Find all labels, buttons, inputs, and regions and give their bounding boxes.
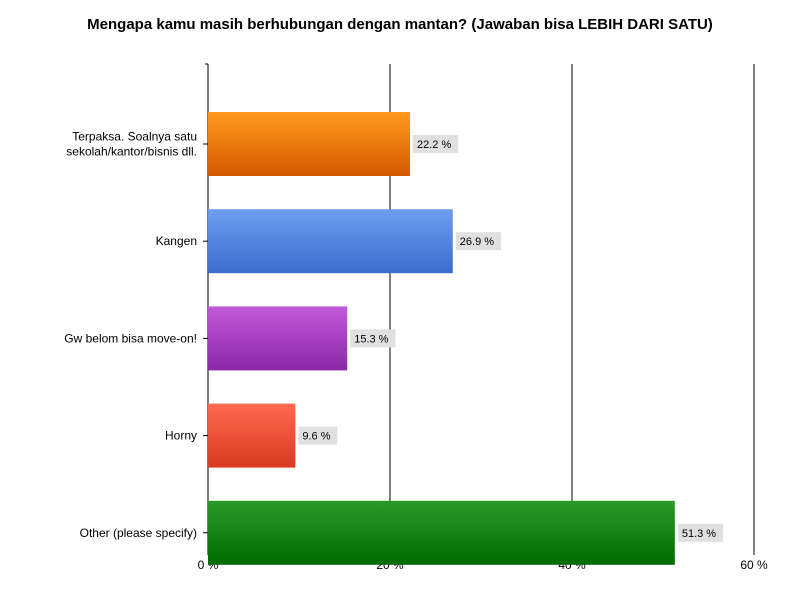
data-label: 22.2 %	[417, 139, 451, 151]
data-label: 9.6 %	[302, 431, 330, 443]
y-tick-label: Other (please specify)	[80, 526, 197, 540]
data-label: 51.3 %	[682, 528, 716, 540]
y-tick-label: Terpaksa. Soalnya satu sekolah/kantor/bis…	[66, 130, 197, 159]
chart-title: Mengapa kamu masih berhubungan dengan ma…	[87, 16, 713, 33]
data-label: 15.3 %	[354, 333, 388, 345]
data-label-bg	[455, 232, 501, 251]
bar	[208, 500, 675, 565]
x-tick-label: 60 %	[740, 558, 768, 572]
data-label-bg	[413, 135, 459, 153]
data-label-bg	[298, 426, 338, 445]
bar	[208, 403, 296, 468]
data-label-bg	[677, 523, 724, 542]
y-tick-label: Horny	[165, 429, 197, 443]
data-label: 26.9 %	[460, 236, 494, 248]
bar	[208, 209, 453, 274]
data-label-bg	[350, 329, 396, 348]
y-tick-label: Gw belom bisa move-on!	[64, 331, 197, 345]
y-tick-label: Kangen	[156, 234, 197, 248]
bar	[208, 112, 411, 176]
bar	[208, 306, 348, 371]
